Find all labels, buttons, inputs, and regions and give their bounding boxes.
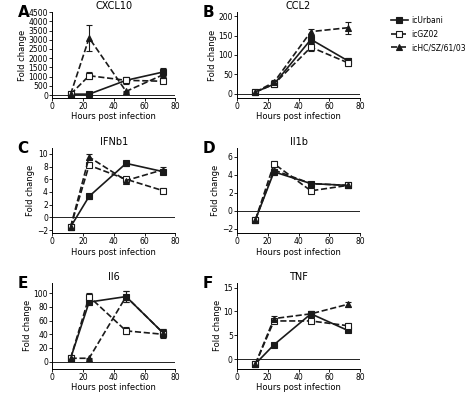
Text: A: A: [18, 5, 29, 20]
Title: CXCL10: CXCL10: [95, 1, 132, 11]
Text: B: B: [202, 5, 214, 20]
Text: F: F: [202, 276, 213, 291]
Y-axis label: Fold change: Fold change: [23, 300, 32, 352]
X-axis label: Hours post infection: Hours post infection: [71, 383, 156, 392]
Legend: icUrbani, icGZ02, icHC/SZ/61/03: icUrbani, icGZ02, icHC/SZ/61/03: [391, 16, 465, 52]
X-axis label: Hours post infection: Hours post infection: [71, 112, 156, 122]
Text: D: D: [202, 141, 215, 156]
Y-axis label: Fold change: Fold change: [18, 29, 27, 81]
Title: IFNb1: IFNb1: [100, 137, 128, 147]
X-axis label: Hours post infection: Hours post infection: [71, 248, 156, 257]
Y-axis label: Fold change: Fold change: [208, 29, 217, 81]
Title: Il6: Il6: [108, 272, 119, 282]
X-axis label: Hours post infection: Hours post infection: [256, 383, 341, 392]
X-axis label: Hours post infection: Hours post infection: [256, 112, 341, 122]
Title: TNF: TNF: [289, 272, 308, 282]
Title: Il1b: Il1b: [290, 137, 308, 147]
Y-axis label: Fold change: Fold change: [213, 300, 222, 352]
Title: CCL2: CCL2: [286, 1, 311, 11]
X-axis label: Hours post infection: Hours post infection: [256, 248, 341, 257]
Text: E: E: [18, 276, 28, 291]
Y-axis label: Fold change: Fold change: [211, 165, 220, 216]
Y-axis label: Fold change: Fold change: [27, 165, 36, 216]
Text: C: C: [18, 141, 29, 156]
